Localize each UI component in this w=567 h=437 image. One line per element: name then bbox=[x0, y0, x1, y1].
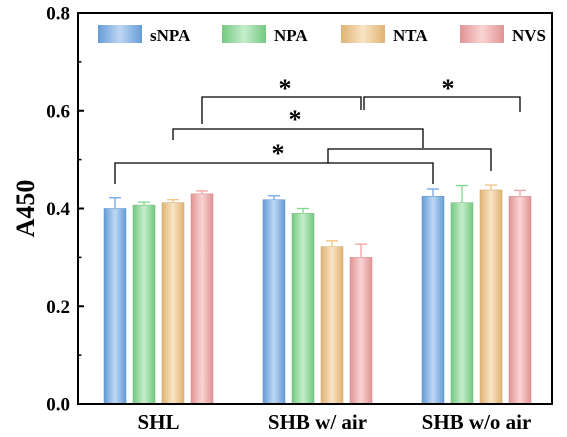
significance-star: * bbox=[279, 74, 292, 103]
bracket-nta-shl-vs-shbwoair bbox=[172, 128, 424, 148]
bar-NVS-SHB w/ air bbox=[349, 257, 373, 405]
significance-star: * bbox=[442, 74, 455, 103]
legend-label: NPA bbox=[274, 26, 308, 45]
legend-label: NTA bbox=[393, 26, 428, 45]
y-axis-label: A450 bbox=[11, 180, 40, 238]
legend-item-NTA: NTA bbox=[341, 25, 428, 45]
bar-NPA-SHB w/ air bbox=[291, 213, 315, 405]
x-axis-ticks: SHL SHB w/ air SHB w/o air bbox=[137, 410, 531, 434]
legend-swatch bbox=[460, 25, 504, 43]
bar-NTA-SHB w/o air bbox=[479, 189, 503, 405]
significance-brackets: * *** bbox=[114, 74, 521, 184]
legend: sNPA NPA NTA NVS bbox=[98, 25, 546, 45]
error-bars-layer bbox=[109, 184, 526, 258]
bracket-nvs-shl-vs-shbair bbox=[201, 96, 362, 124]
y-axis-ticks: 0.0 0.2 0.4 0.6 0.8 bbox=[46, 4, 84, 416]
y-tick-label: 0.0 bbox=[46, 395, 70, 416]
bar-NVS-SHB w/o air bbox=[508, 196, 532, 405]
legend-item-NPA: NPA bbox=[222, 25, 308, 45]
bar-NPA-SHL bbox=[132, 204, 156, 405]
y-tick-label: 0.6 bbox=[46, 101, 70, 122]
bracket-nta-shbair-vs-shbwoair bbox=[327, 148, 492, 171]
bar-NTA-SHB w/ air bbox=[320, 246, 344, 405]
bar-sNPA-SHL bbox=[103, 208, 127, 405]
x-category-label: SHB w/ air bbox=[268, 410, 367, 434]
x-category-label: SHB w/o air bbox=[422, 410, 532, 434]
bracket-snpa-shl-vs-shbwoair bbox=[114, 162, 434, 184]
bars-layer bbox=[103, 189, 532, 405]
bracket-nvs-shbair-vs-shbwoair bbox=[363, 96, 521, 112]
bar-NTA-SHL bbox=[161, 202, 185, 405]
legend-label: sNPA bbox=[150, 26, 191, 45]
bar-sNPA-SHB w/ air bbox=[262, 199, 286, 405]
y-tick-label: 0.4 bbox=[46, 199, 70, 220]
y-tick-label: 0.2 bbox=[46, 297, 70, 318]
y-tick-label: 0.8 bbox=[46, 4, 70, 25]
legend-swatch bbox=[341, 25, 385, 43]
significance-star: * bbox=[272, 139, 285, 168]
significance-star: * bbox=[289, 105, 302, 134]
legend-label: NVS bbox=[512, 26, 546, 45]
bar-sNPA-SHB w/o air bbox=[421, 196, 445, 405]
legend-swatch bbox=[98, 25, 142, 43]
bar-NVS-SHL bbox=[190, 193, 214, 405]
legend-item-NVS: NVS bbox=[460, 25, 546, 45]
x-category-label: SHL bbox=[137, 410, 179, 434]
legend-swatch bbox=[222, 25, 266, 43]
legend-item-sNPA: sNPA bbox=[98, 25, 191, 45]
bar-NPA-SHB w/o air bbox=[450, 202, 474, 405]
